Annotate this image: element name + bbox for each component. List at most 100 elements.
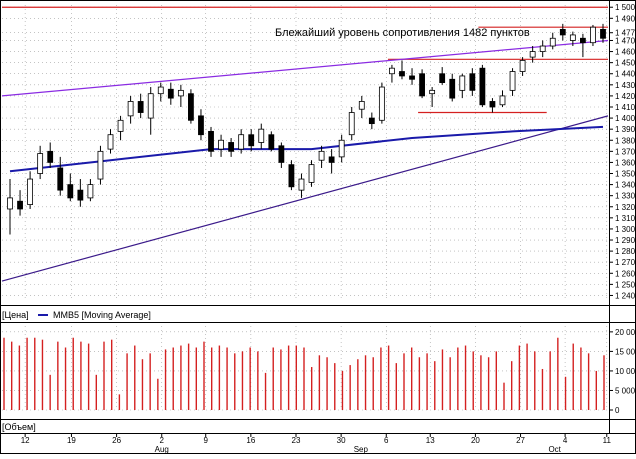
candle [188, 89, 194, 124]
candle-body [449, 78, 456, 99]
candle-body [167, 88, 174, 99]
candle-body [117, 119, 124, 132]
candle [389, 64, 395, 83]
candle-body [358, 101, 365, 110]
candle-body [368, 117, 375, 125]
price-tick-label: 1 430 [615, 81, 636, 90]
candle-body [198, 115, 204, 136]
candle-body [600, 28, 606, 39]
candle-body [218, 139, 224, 150]
price-label: [Цена] [2, 310, 29, 320]
price-tick-label: 1 400 [615, 114, 636, 123]
candle-body [429, 89, 436, 95]
candle-body [499, 95, 506, 106]
price-tick-label: 1 250 [615, 280, 636, 289]
candle [509, 68, 516, 96]
price-tick-label: 1 370 [615, 147, 636, 156]
candle-body [389, 67, 395, 75]
volume-tick-label: 10 000 [615, 367, 636, 376]
x-tick-label: 26 [112, 436, 121, 445]
candle-body [268, 134, 275, 150]
candle [167, 82, 174, 105]
candle-body [188, 93, 194, 121]
candle-body [147, 93, 154, 119]
candle-body [258, 128, 265, 143]
price-tick-label: 1 330 [615, 192, 636, 201]
candle [248, 129, 255, 152]
candle-body [288, 164, 295, 188]
candle [57, 156, 64, 196]
ma-legend-label: MMB5 [Moving Average] [53, 310, 151, 320]
price-tick-label: 1 240 [615, 291, 636, 300]
candle [419, 69, 425, 99]
volume-label-text: Объем [5, 422, 34, 432]
x-tick-label: 12 [21, 436, 30, 445]
x-tick-label: 9 [203, 436, 208, 445]
price-tick-label: 1 260 [615, 269, 636, 278]
candle [208, 126, 214, 157]
candle-body [399, 71, 405, 77]
candle-body [77, 189, 84, 201]
candle [579, 33, 586, 58]
candle-body [378, 86, 385, 121]
candle [67, 173, 74, 202]
candle [318, 145, 325, 168]
candle [489, 98, 496, 113]
price-tick-label: 1 350 [615, 170, 636, 179]
candle [499, 90, 506, 107]
candle-body [459, 75, 466, 91]
candle-body [47, 150, 54, 163]
candle [459, 73, 466, 99]
x-tick-label: 13 [426, 436, 435, 445]
candle [409, 68, 415, 85]
candle [228, 138, 235, 157]
candle-body [97, 150, 104, 180]
x-month-label: Aug [155, 445, 169, 454]
price-tick-label: 1 340 [615, 181, 636, 190]
price-tick-label: 1 380 [615, 136, 636, 145]
x-tick-label: 30 [337, 436, 346, 445]
candle [137, 93, 144, 119]
candle [218, 134, 224, 157]
price-tick-label: 1 390 [615, 125, 636, 134]
x-tick-label: 27 [516, 436, 525, 445]
x-tick-label: 6 [384, 436, 389, 445]
price-tick-label: 1 320 [615, 203, 636, 212]
x-tick-label: 19 [67, 436, 76, 445]
candle-body [348, 112, 355, 136]
x-tick-label: 23 [292, 436, 301, 445]
volume-panel: 20 000 15 000 10 000 5 000 0 [2, 326, 636, 415]
x-tick-label: 20 [471, 436, 480, 445]
candle-body [57, 167, 64, 191]
candle-body [469, 73, 476, 91]
candle [569, 31, 576, 47]
candle [107, 129, 114, 154]
candle-body [308, 164, 315, 183]
x-axis: 12 19 26 2 9 16 23 30 6 13 20 27 4 11 Aug Sep Oct [21, 433, 611, 454]
candle-body [238, 134, 245, 150]
candle-body [177, 89, 184, 97]
candle-body [419, 73, 425, 97]
price-tick-label: 1 460 [615, 48, 636, 57]
candle [147, 87, 154, 135]
candle-body [137, 101, 144, 113]
lower-trendline [1, 115, 609, 282]
candle [519, 57, 526, 76]
legend: [Цена] MMB5 [Moving Average] [2, 310, 151, 320]
candle [97, 145, 104, 185]
candle [368, 112, 375, 130]
candle [117, 115, 124, 141]
candle [479, 64, 486, 107]
candle [378, 82, 385, 124]
moving-average-line [9, 125, 604, 173]
volume-tick-label: 20 000 [615, 328, 636, 337]
candle [77, 179, 84, 207]
candle [288, 160, 295, 191]
candle [600, 23, 606, 43]
candle [47, 142, 54, 168]
candle-body [87, 184, 94, 199]
candle [127, 95, 134, 124]
candle [298, 173, 305, 198]
candle [268, 131, 275, 152]
